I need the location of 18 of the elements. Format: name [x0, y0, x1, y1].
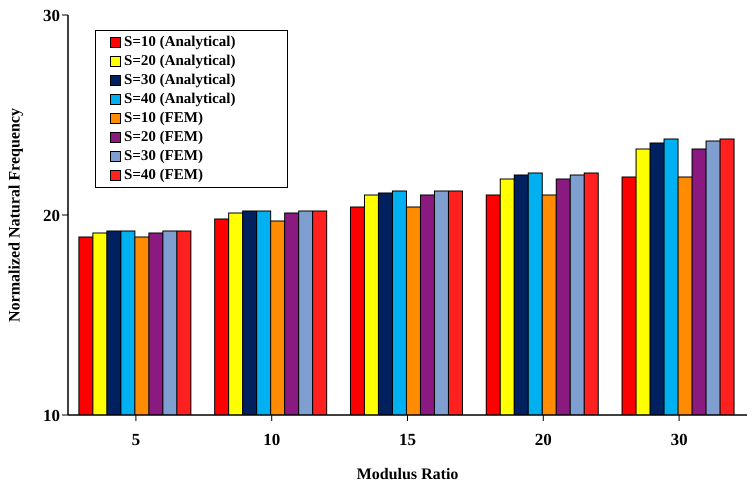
legend-label: S=30 (FEM) — [124, 148, 203, 165]
legend-label: S=20 (FEM) — [124, 129, 203, 146]
legend-label: S=40 (FEM) — [124, 167, 203, 184]
y-tick-label: 20 — [43, 206, 60, 226]
legend-label: S=10 (Analytical) — [124, 34, 236, 51]
x-tick-label: 5 — [132, 430, 140, 450]
x-tick-label: 20 — [534, 430, 552, 450]
x-tick-label: 10 — [263, 430, 280, 450]
legend-label: S=20 (Analytical) — [124, 53, 236, 70]
x-tick-label: 30 — [670, 430, 688, 450]
legend-label: S=30 (Analytical) — [124, 72, 236, 89]
y-tick-label: 10 — [43, 406, 60, 426]
legend-label: S=10 (FEM) — [124, 110, 203, 127]
y-axis-title: Normalized Natural Frequency — [6, 108, 24, 322]
y-tick-label: 30 — [43, 6, 60, 26]
legend-label: S=40 (Analytical) — [124, 91, 236, 108]
x-tick-label: 15 — [399, 430, 416, 450]
x-axis-title: Modulus Ratio — [356, 466, 458, 483]
